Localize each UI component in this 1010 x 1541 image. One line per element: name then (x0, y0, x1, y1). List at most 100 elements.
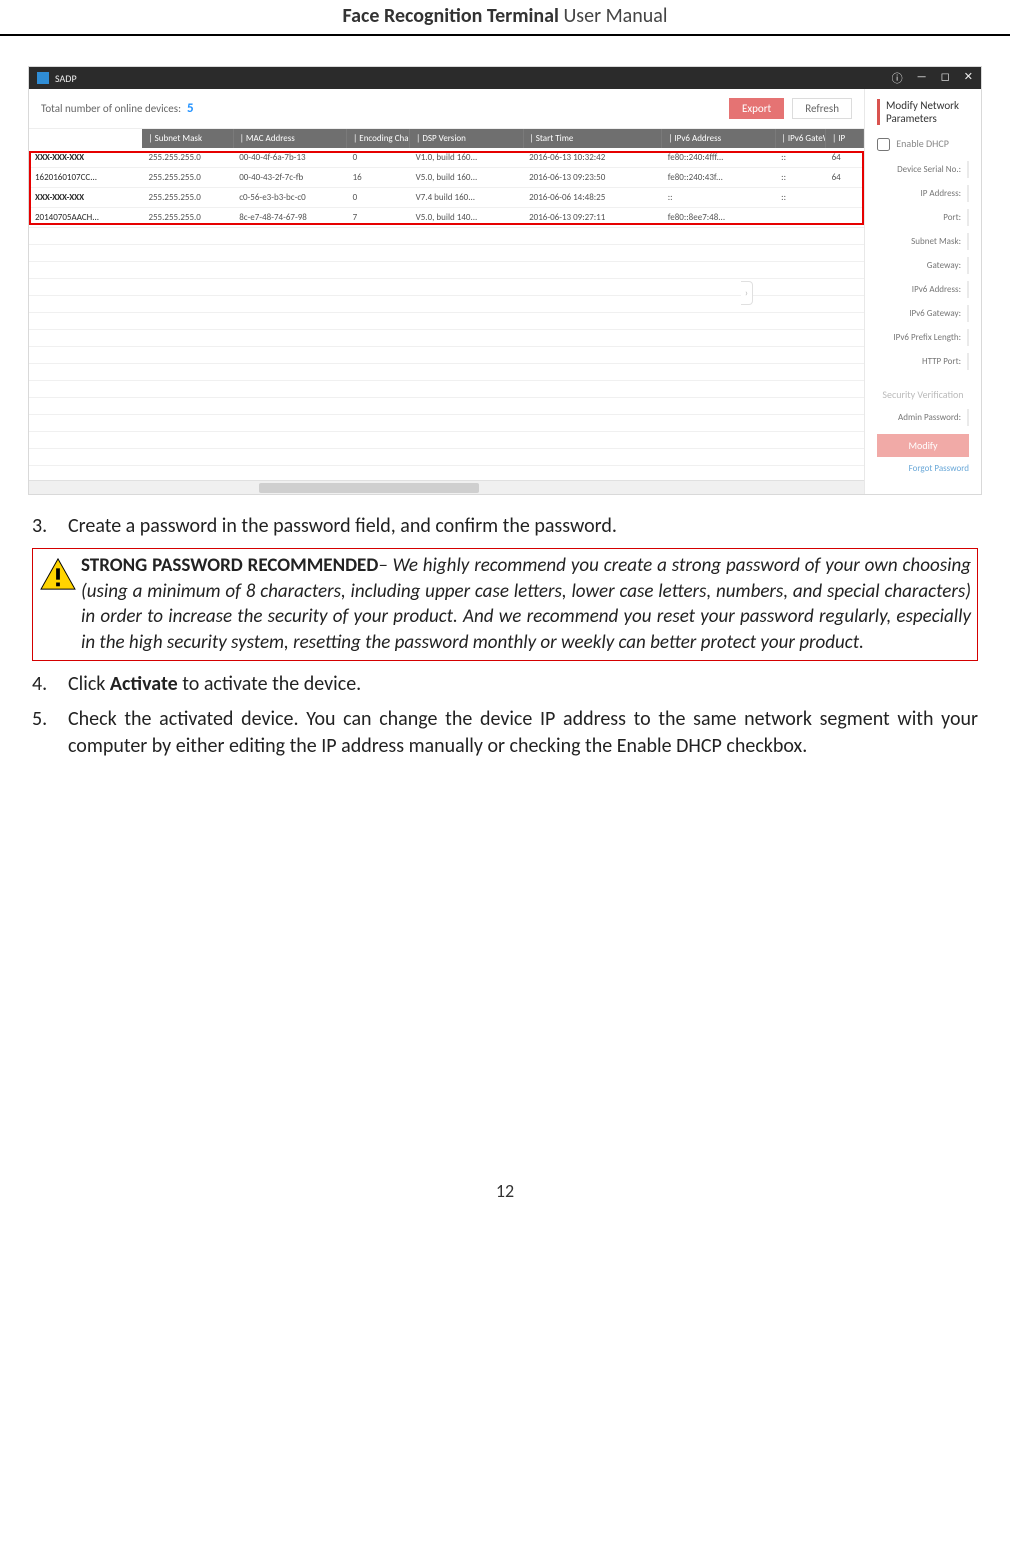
table-row-empty (29, 415, 864, 432)
admin-password-label: Admin Password: (877, 412, 967, 423)
cell-start: 2016-06-13 09:23:50 (523, 168, 662, 188)
field-label: IPv6 Address: (877, 284, 967, 295)
collapse-panel-icon[interactable]: › (741, 281, 753, 305)
cell-ip: 64 (826, 148, 864, 168)
cell-mac: c0-56-e3-b3-bc-c0 (233, 188, 346, 208)
table-row[interactable]: XXX-XXX-XXX255.255.255.0c0-56-e3-b3-bc-c… (29, 188, 864, 208)
step-3: 3. Create a password in the password fie… (32, 513, 978, 540)
field-label: Device Serial No.: (877, 164, 967, 175)
modify-button[interactable]: Modify (877, 434, 969, 457)
field-input[interactable] (967, 305, 969, 322)
field-input[interactable] (967, 233, 969, 250)
cell-gw: :: (775, 168, 825, 188)
cell-mask: 255.255.255.0 (142, 168, 233, 188)
field-input[interactable] (967, 281, 969, 298)
maximize-icon[interactable]: ◻ (941, 70, 950, 86)
table-row-empty (29, 381, 864, 398)
cell-start: 2016-06-06 14:48:25 (523, 188, 662, 208)
field-input[interactable] (967, 185, 969, 202)
cell-dsp: V7.4 build 160... (410, 188, 523, 208)
cell-enc: 0 (347, 148, 410, 168)
field-label: HTTP Port: (877, 356, 967, 367)
step-3-text: Create a password in the password field,… (68, 513, 978, 540)
warning-icon (35, 553, 81, 656)
enable-dhcp-label: Enable DHCP (896, 137, 949, 150)
table-row-empty (29, 432, 864, 449)
form-row: IPv6 Address: (877, 281, 969, 298)
step-5-num: 5. (32, 706, 68, 760)
cell-v6: :: (662, 188, 775, 208)
device-count-label: Total number of online devices: (41, 102, 181, 115)
scrollbar-thumb[interactable] (259, 483, 479, 493)
cell-id: 1620160107CC... (29, 168, 142, 188)
cell-dsp: V1.0, build 160... (410, 148, 523, 168)
table-row-empty (29, 228, 864, 245)
cell-start: 2016-06-13 09:27:11 (523, 208, 662, 228)
enable-dhcp-checkbox[interactable] (877, 138, 890, 151)
col-ipv6[interactable]: | IPv6 Address (662, 129, 775, 148)
step-4-c: to activate the device. (178, 672, 362, 696)
cell-mac: 00-40-4f-6a-7b-13 (233, 148, 346, 168)
col-gw[interactable]: | IPv6 GateWay (775, 129, 825, 148)
field-label: IPv6 Gateway: (877, 308, 967, 319)
table-row[interactable]: 1620160107CC...255.255.255.000-40-43-2f-… (29, 168, 864, 188)
cell-mask: 255.255.255.0 (142, 208, 233, 228)
table-row-empty (29, 279, 864, 296)
col-subnet[interactable]: | Subnet Mask (142, 129, 233, 148)
sadp-titlebar: SADP ⓘ — ◻ ✕ (29, 67, 981, 89)
cell-id: XXX-XXX-XXX (29, 148, 142, 168)
field-label: IP Address: (877, 188, 967, 199)
horizontal-scrollbar[interactable] (29, 480, 864, 494)
device-table: | Subnet Mask | MAC Address | Encoding C… (29, 129, 864, 466)
table-row-empty (29, 330, 864, 347)
admin-password-field[interactable] (967, 409, 969, 426)
col-ip[interactable]: | IP (826, 129, 864, 148)
app-logo-icon (37, 72, 49, 84)
minimize-icon[interactable]: — (917, 70, 927, 86)
table-row[interactable]: XXX-XXX-XXX255.255.255.000-40-4f-6a-7b-1… (29, 148, 864, 168)
form-row: IP Address: (877, 185, 969, 202)
cell-ip (826, 188, 864, 208)
sadp-window: SADP ⓘ — ◻ ✕ Total number of online devi… (28, 66, 982, 495)
cell-v6: fe80::8ee7:48... (662, 208, 775, 228)
refresh-button[interactable]: Refresh (792, 98, 852, 119)
field-input[interactable] (967, 353, 969, 370)
modify-panel: Modify Network Parameters Enable DHCP De… (864, 89, 981, 494)
cell-enc: 7 (347, 208, 410, 228)
table-body: XXX-XXX-XXX255.255.255.000-40-4f-6a-7b-1… (29, 148, 864, 466)
step-4-a: Click (68, 672, 110, 696)
device-count: 5 (187, 101, 194, 116)
col-enc[interactable]: | Encoding Channel(s) (347, 129, 410, 148)
info-icon[interactable]: ⓘ (892, 70, 903, 86)
field-input[interactable] (967, 257, 969, 274)
header-light: User Manual (559, 4, 668, 28)
field-input[interactable] (967, 329, 969, 346)
close-icon[interactable]: ✕ (964, 70, 973, 86)
table-row[interactable]: 20140705AACH...255.255.255.08c-e7-48-74-… (29, 208, 864, 228)
cell-start: 2016-06-13 10:32:42 (523, 148, 662, 168)
col-start[interactable]: | Start Time (523, 129, 662, 148)
field-input[interactable] (967, 161, 969, 178)
callout-lead: STRONG PASSWORD RECOMMENDED (81, 554, 378, 577)
step-5: 5. Check the activated device. You can c… (32, 706, 978, 760)
cell-ip (826, 208, 864, 228)
device-table-wrap: | Subnet Mask | MAC Address | Encoding C… (29, 129, 864, 480)
cell-id: 20140705AACH... (29, 208, 142, 228)
form-row: Port: (877, 209, 969, 226)
export-button[interactable]: Export (729, 98, 784, 119)
table-row-empty (29, 313, 864, 330)
page-header: Face Recognition Terminal User Manual (0, 0, 1010, 36)
cell-mac: 8c-e7-48-74-67-98 (233, 208, 346, 228)
cell-mask: 255.255.255.0 (142, 148, 233, 168)
form-row: Gateway: (877, 257, 969, 274)
col-dsp[interactable]: | DSP Version (410, 129, 523, 148)
cell-enc: 16 (347, 168, 410, 188)
table-row-empty (29, 245, 864, 262)
cell-ip: 64 (826, 168, 864, 188)
cell-mac: 00-40-43-2f-7c-fb (233, 168, 346, 188)
app-title: SADP (55, 72, 77, 85)
field-input[interactable] (967, 209, 969, 226)
col-mac[interactable]: | MAC Address (233, 129, 346, 148)
forgot-password-link[interactable]: Forgot Password (877, 463, 969, 474)
form-row: HTTP Port: (877, 353, 969, 370)
